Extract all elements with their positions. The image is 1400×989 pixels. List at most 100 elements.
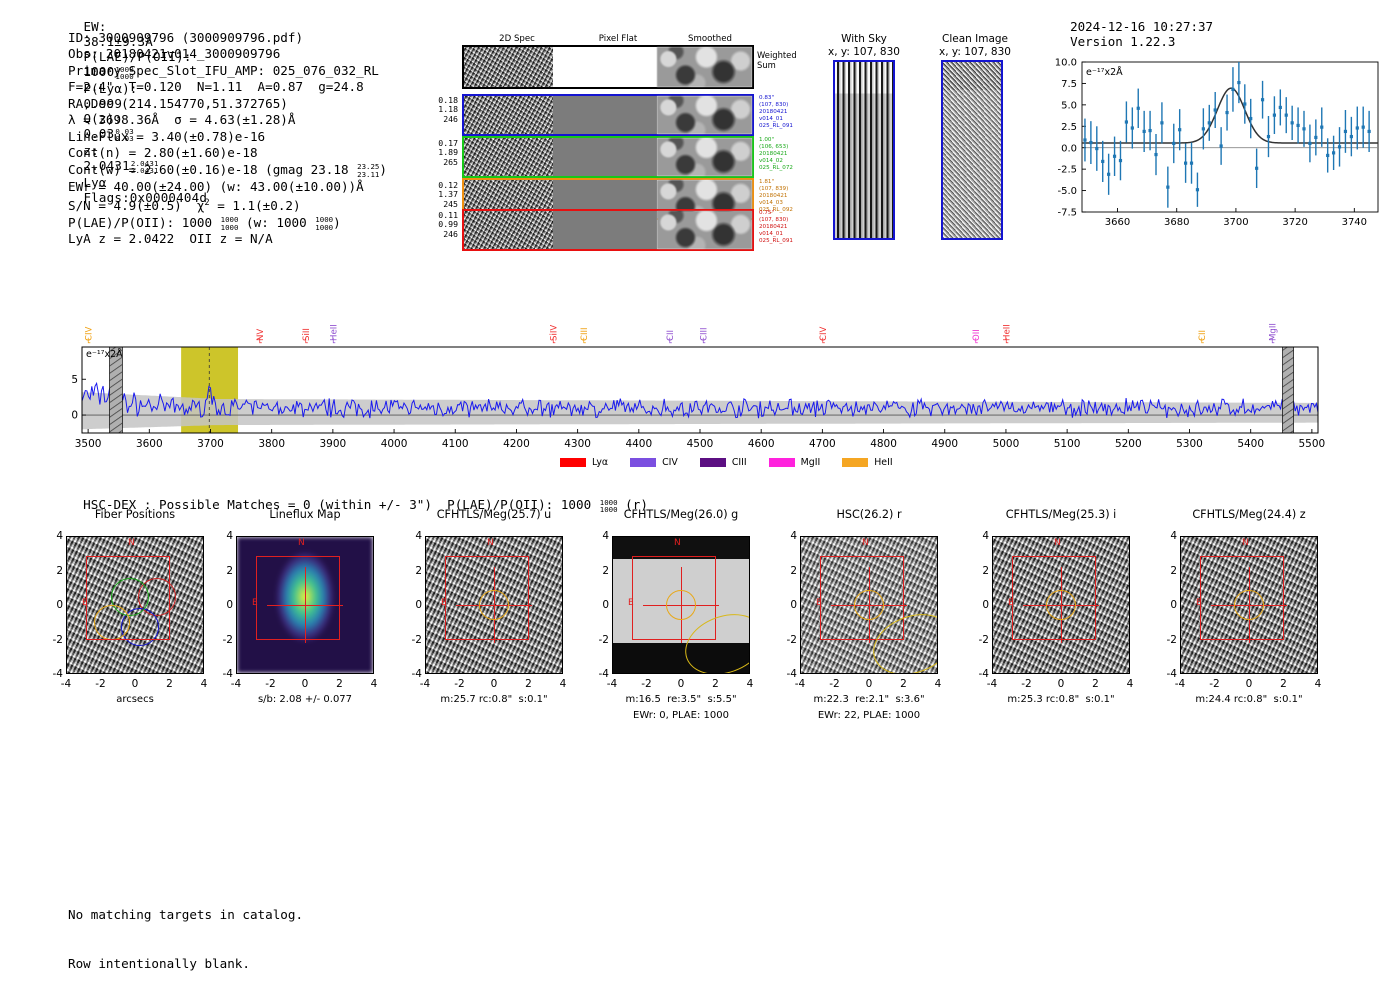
- svg-text:HeII: HeII: [1002, 324, 1012, 341]
- cutout-image-3[interactable]: [612, 536, 750, 674]
- svg-text:3700: 3700: [1223, 217, 1248, 228]
- spec2d-title-pixelflat: Pixel Flat: [598, 34, 638, 44]
- spec2d-row: [462, 136, 754, 178]
- info-line-redshift: LyA z = 2.0422 OII z = N/A: [68, 231, 273, 247]
- legend-item-mgii: MgII: [768, 457, 820, 468]
- svg-text:SiII: SiII: [302, 328, 312, 341]
- cutout-image-2[interactable]: [425, 536, 563, 674]
- cutout-image-0[interactable]: [66, 536, 204, 674]
- info-line-id: ID: 3000909796 (3000909796.pdf): [68, 30, 304, 45]
- cutout-image-6[interactable]: [1180, 536, 1318, 674]
- svg-text:MgII: MgII: [1269, 323, 1279, 341]
- crosshair-horizontal: [266, 605, 344, 607]
- cutout-caption-1: s/b: 2.08 +/- 0.077: [257, 694, 353, 705]
- cutout-ytick: 4: [790, 530, 797, 542]
- cutout-reference-box: [820, 556, 905, 641]
- compass-north: N: [862, 538, 869, 548]
- svg-text:4800: 4800: [870, 438, 897, 450]
- cutout-xtick: 4: [370, 678, 378, 690]
- hsc-dex-summary: HSC-DEX : Possible Matches = 0 (within +…: [68, 482, 648, 514]
- svg-text:3700: 3700: [197, 438, 224, 450]
- svg-text:3660: 3660: [1105, 217, 1130, 228]
- compass-east: E: [82, 598, 88, 608]
- legend-label: HeII: [874, 457, 893, 468]
- svg-text:-2.5: -2.5: [1057, 165, 1077, 176]
- info-line-wavelength: λ = 3698.36Å σ = 4.63(±1.28)Å: [68, 112, 296, 128]
- cutout-image-5[interactable]: [992, 536, 1130, 674]
- detection-info-block: ID: 3000909796 (3000909796.pdf) Obs: 201…: [68, 30, 387, 248]
- compass-north: N: [128, 538, 135, 548]
- spec2d-weighted-sum-label: Weighted Sum: [757, 50, 797, 70]
- qz-range: 0.03 0.03: [115, 126, 134, 144]
- z-range: 2.0431 2.0431: [130, 158, 159, 176]
- cutout-caption-3: m:16.5 re:3.5" s:5.5": [625, 694, 737, 705]
- svg-text:5500: 5500: [1299, 438, 1326, 450]
- cutout-ytick: 4: [602, 530, 609, 542]
- cutout-ytick: 0: [982, 599, 989, 611]
- svg-text:3740: 3740: [1342, 217, 1367, 228]
- spec2d-title-smoothed: Smoothed: [688, 34, 732, 44]
- spectrum-legend: Lyα CIV CIII MgII HeII: [560, 452, 915, 471]
- compass-east: E: [1008, 598, 1014, 608]
- cutout-xtick: 2: [166, 678, 173, 690]
- cutout-caption-2: m:25.7 rc:0.8" s:0.1": [440, 694, 548, 705]
- cutout-xtick: -2: [95, 678, 106, 690]
- full-spectrum-svg: 0 5 3500 3600 3700 3800 3900 4000 4100 4200 4300 44…: [71, 323, 1326, 450]
- cutout-xtick: 0: [131, 678, 139, 690]
- svg-text:⌐: ⌐: [819, 337, 829, 344]
- svg-text:⌐: ⌐: [85, 337, 95, 344]
- plya-label: P(Lyα):: [83, 80, 138, 96]
- svg-text:⌐: ⌐: [700, 337, 710, 344]
- cutout-ytick: 0: [415, 599, 422, 611]
- aperture-circle: [479, 590, 509, 620]
- svg-text:CIV: CIV: [85, 326, 95, 341]
- legend-label: Lyα: [592, 457, 609, 468]
- cutout-xtick: 0: [490, 678, 498, 690]
- footer-line-2: Row intentionally blank.: [68, 956, 250, 972]
- cutout-image-1[interactable]: [236, 536, 374, 674]
- aperture-circle: [1234, 590, 1264, 620]
- clean-image-title: Clean Image x, y: 107, 830: [920, 33, 1030, 58]
- cutout-ytick: -2: [222, 633, 233, 646]
- svg-text:CIII: CIII: [700, 327, 710, 341]
- compass-east: E: [816, 598, 822, 608]
- cutout-reference-box: [1012, 556, 1097, 641]
- cutout-caption-4: m:22.3 re:2.1" s:3.6": [813, 694, 925, 705]
- info-line-plae: P(LAE)/P(OII): 1000 1000 1000 (w: 1000 10…: [68, 214, 341, 232]
- cutout-xtick: -4: [794, 678, 806, 690]
- cutout-ytick: -4: [598, 668, 609, 680]
- cutout-title-3: CFHTLS/Meg(26.0) g: [623, 508, 739, 521]
- svg-text:2.5: 2.5: [1061, 122, 1077, 133]
- cutout-xtick: 4: [1314, 678, 1322, 690]
- qz-value: 0.03: [83, 125, 115, 141]
- cutout-caption2-4: EWr: 22, PLAE: 1000: [817, 710, 921, 721]
- svg-text:CII: CII: [1198, 330, 1208, 341]
- hsc-dex-ratio-range: 1000 1000: [599, 497, 618, 515]
- cutout-xtick: -4: [986, 678, 998, 690]
- fiber-circle-2: [110, 577, 149, 616]
- line-fit-chart: -7.5 -5.0 -2.5 0.0 2.5 5.0 7.5 10.0 3660 3680 3700…: [1040, 52, 1390, 247]
- svg-text:3800: 3800: [258, 438, 285, 450]
- cutout-ytick: 0: [1170, 599, 1177, 611]
- cutout-xtick: 2: [1092, 678, 1099, 690]
- compass-north: N: [1242, 538, 1249, 548]
- cutout-ytick: -4: [222, 668, 233, 680]
- compass-north: N: [674, 538, 681, 548]
- cutout-image-4[interactable]: [800, 536, 938, 674]
- with-sky-coords: x, y: 107, 830: [828, 45, 900, 58]
- cutout-ytick: 2: [415, 564, 422, 577]
- plae-range: 1000 1000: [220, 215, 239, 232]
- cutout-caption-0: arcsecs: [116, 694, 154, 705]
- cutout-ytick: -2: [1166, 633, 1177, 646]
- cutout-ytick: 4: [226, 530, 233, 542]
- header-timestamp-version: 2024-12-16 10:27:37 Version 1.22.3: [1055, 4, 1228, 49]
- cutout-ytick: 2: [982, 564, 989, 577]
- svg-text:5400: 5400: [1237, 438, 1264, 450]
- spec2d-row-meta: 1.81" (107, 839) 20180421 v014_03 025_RL_092: [759, 179, 793, 214]
- plae-w-range: 1000 1000: [315, 215, 334, 232]
- cutout-xtick: -4: [1174, 678, 1186, 690]
- cutout-xtick: -2: [265, 678, 276, 690]
- svg-text:-7.5: -7.5: [1057, 208, 1077, 219]
- svg-text:⌐: ⌐: [580, 337, 590, 344]
- svg-text:4500: 4500: [687, 438, 714, 450]
